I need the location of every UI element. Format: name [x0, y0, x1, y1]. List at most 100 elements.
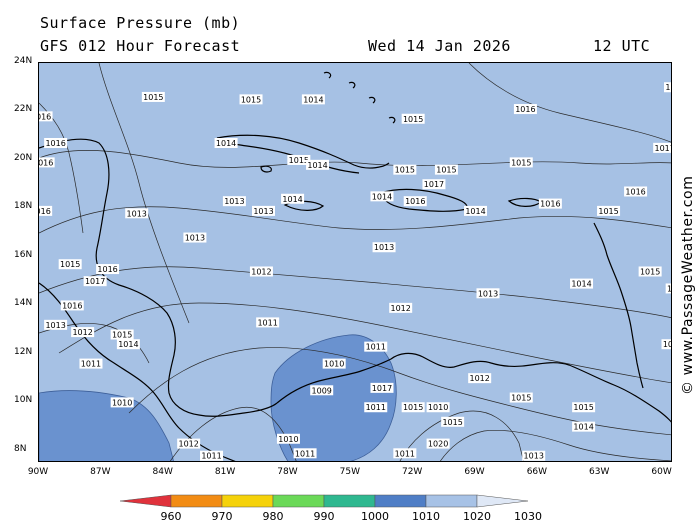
isobar-label: 1015	[401, 402, 425, 413]
isobar-label: 1015	[509, 392, 533, 403]
isobar-label-text: 1016	[39, 112, 51, 121]
latitude-tick-label: 24N	[14, 56, 33, 66]
isobar-label-text: 1011	[366, 403, 386, 412]
isobar-label: 1011	[256, 317, 280, 327]
isobar-label-text: 1015	[60, 260, 80, 269]
isobar-label-text: 1015	[241, 95, 261, 104]
isobar-label-text: 1016	[39, 158, 53, 167]
isobar-label-text: 1013	[524, 452, 544, 461]
latitude-tick-label: 14N	[14, 298, 33, 309]
colorbar-segment	[374, 494, 427, 508]
isobar-label: 1013	[44, 319, 68, 330]
low-pressure-area-colombia	[270, 334, 397, 461]
isobar-label-text: 1014	[303, 95, 323, 104]
isobar-label: 1016	[39, 111, 53, 122]
longitude-tick-label: 75W	[339, 467, 360, 477]
colorbar-segment	[170, 494, 223, 508]
isobar-label: 1016	[538, 198, 562, 209]
isobar-label-text: 1011	[81, 360, 101, 369]
colorbar-segment	[221, 494, 274, 508]
isobar-label: 1010	[322, 358, 346, 369]
isobar-label-text: 1012	[178, 440, 198, 449]
isobar-label: 1011	[200, 450, 224, 461]
isobar-label-text: 1015	[436, 166, 456, 175]
isobar-label-text: 1014	[573, 423, 593, 432]
isobar-label: 1013	[372, 242, 396, 253]
isobar-label: 1011	[393, 448, 417, 459]
isobar-label: 1015	[58, 259, 82, 270]
isobar-label-text: 1013	[45, 321, 65, 330]
isobar-label: 1012	[249, 266, 273, 277]
isobar-label: 1015	[441, 416, 465, 427]
colorbar-tick-label: 970	[211, 510, 233, 523]
isobar-label: 1016	[403, 196, 427, 207]
coastlines	[39, 71, 671, 461]
isobar-label: 1014	[301, 94, 325, 105]
isobar-label: 1014	[306, 159, 330, 170]
isobar-label-text: 1014	[372, 192, 392, 201]
isobar-label: 1017	[653, 142, 672, 153]
colorbar-segment	[425, 494, 478, 508]
isobar-label-text: 1016	[515, 105, 535, 114]
isobar-label-text: 1010	[112, 398, 132, 407]
isobar-label-text: 1017	[424, 180, 444, 189]
isobar-label-text: 1011	[201, 452, 221, 461]
latitude-tick-label: 8N	[14, 443, 27, 454]
credit-watermark: © www.PassageWeather.com	[680, 175, 696, 395]
isobar-label: 1015	[287, 154, 311, 165]
isobar-label-text: 1013	[127, 209, 147, 218]
colorbar-tick-label: 960	[160, 510, 182, 523]
isobar-label: 1015	[597, 205, 621, 216]
isobar-label: 1015	[393, 164, 417, 175]
isobar-label: 1017	[422, 179, 446, 190]
longitude-tick-label: 87W	[90, 467, 111, 477]
isobar-label-text: 1016	[540, 200, 560, 209]
isobar-label-text: 1014	[465, 207, 485, 216]
isobar-label: 1012	[468, 373, 492, 384]
longitude-tick-label: 90W	[27, 467, 49, 477]
isobar-label-text: 1013	[478, 289, 498, 298]
isobar-label-text: 1017	[85, 277, 105, 286]
isobar-label: 1015	[638, 266, 662, 277]
longitude-tick-label: 69W	[464, 467, 485, 477]
longitude-tick-label: 60W	[651, 467, 672, 477]
isobar-label: 1010	[426, 402, 450, 413]
isobar-label-text: 1012	[470, 374, 490, 383]
isobar-label-text: 1017	[655, 144, 672, 153]
colorbar-tick-label: 1000	[361, 510, 389, 523]
isobar-label-text: 1014	[282, 195, 302, 204]
isobar-label: 1015	[665, 283, 671, 294]
isobar-label-text: 1015	[511, 394, 531, 403]
isobar-label: 1015	[401, 113, 425, 124]
isobar-label-text: 1015	[442, 418, 462, 427]
isobar-label: 1016	[60, 300, 84, 311]
latitude-tick-label: 16N	[14, 249, 33, 260]
isobar-label: 1017	[83, 276, 107, 287]
isobar-label-text: 1015	[289, 156, 309, 165]
model-forecast-label: GFS 012 Hour Forecast	[40, 37, 241, 55]
isobar-label-text: 1011	[295, 449, 315, 458]
isobar-label-text: 1016	[62, 301, 82, 310]
isobar-label-text: 1017	[372, 384, 392, 393]
isobar-label: 1013	[222, 196, 246, 207]
isobar-label: 1010	[276, 433, 300, 444]
map-title: Surface Pressure (mb)	[40, 14, 241, 32]
isobar-label: 1011	[364, 341, 388, 352]
pressure-map[interactable]: 1015101510141015101610110161016101410171…	[38, 62, 672, 462]
map-canvas: 1015101510141015101610110161016101410171…	[39, 63, 672, 461]
isobar-label: 1016	[96, 264, 120, 275]
colorbar-segment	[476, 494, 529, 508]
longitude-tick-label: 66W	[526, 467, 548, 477]
latitude-tick-label: 10N	[14, 395, 33, 406]
isobar-label: 1015	[434, 164, 458, 175]
isobar-labels: 1015101510141015101610110161016101410171…	[39, 82, 672, 461]
isobar-label-text: 1013	[374, 243, 394, 252]
isobar-label-text: 1012	[251, 267, 271, 276]
isobar-label-text: 1013	[253, 207, 273, 216]
isobar-label-text: 1011	[395, 449, 415, 458]
colorbar-tick-label: 1010	[412, 510, 440, 523]
isobar-label: 1013	[522, 450, 546, 461]
isobar-label-text: 1015	[143, 93, 163, 102]
low-pressure-area-pacific	[39, 390, 174, 461]
isobar-label: 1017	[370, 382, 394, 393]
